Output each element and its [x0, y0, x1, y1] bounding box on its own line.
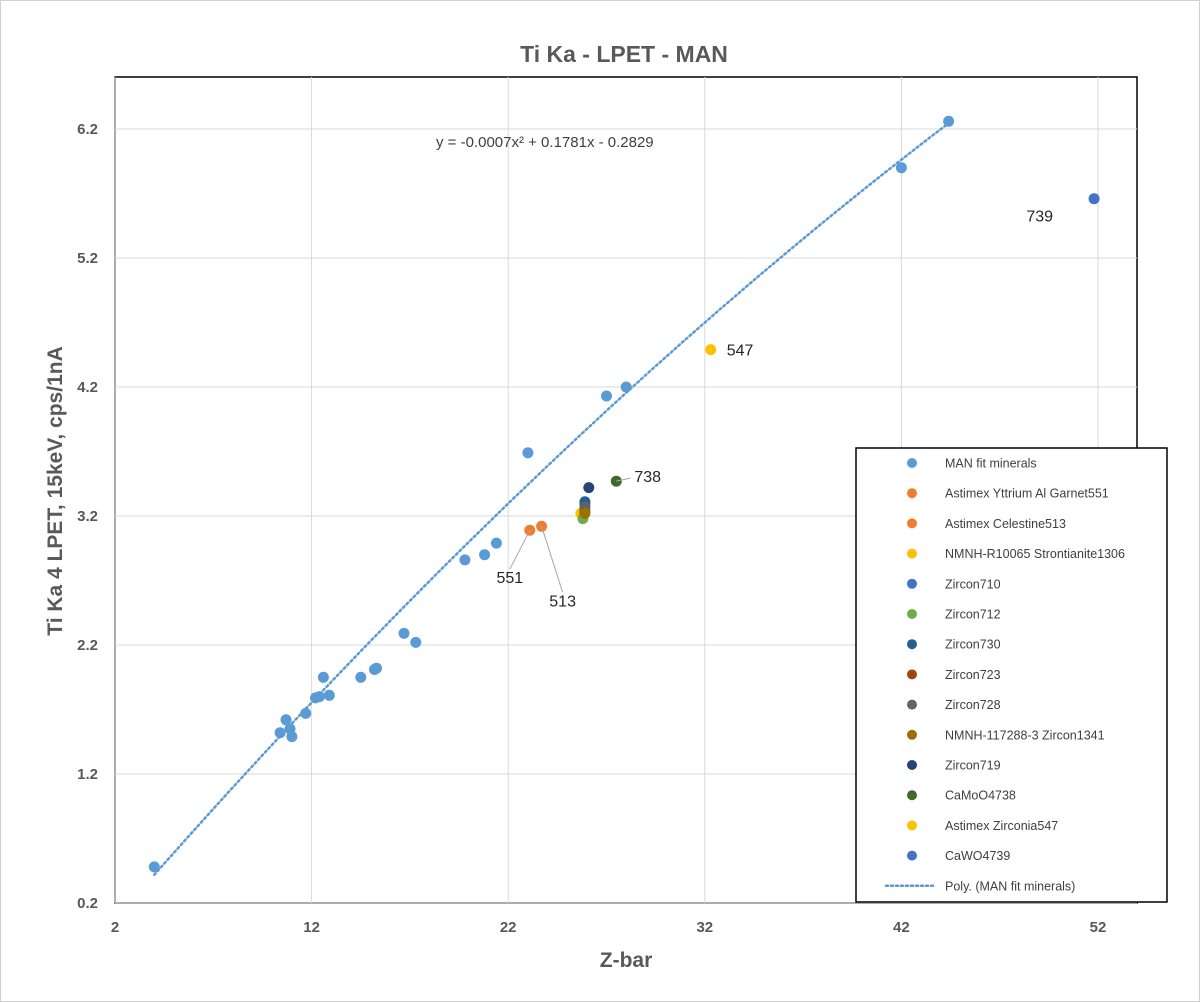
- data-point: [579, 507, 591, 519]
- data-point: [314, 691, 325, 703]
- trendline: [153, 121, 950, 877]
- y-tick-label: 4.2: [77, 379, 98, 396]
- legend-marker: [907, 518, 917, 529]
- legend-label: Poly. (MAN fit minerals): [945, 879, 1075, 893]
- y-tick-label: 2.2: [77, 637, 98, 654]
- x-tick-label: 42: [893, 919, 910, 936]
- legend-marker: [907, 850, 917, 861]
- legend-label: Zircon730: [945, 638, 1001, 652]
- data-point: [274, 727, 286, 739]
- legend: MAN fit minerals Astimex Yttrium Al Garne…: [884, 457, 1125, 893]
- data-point: [895, 162, 907, 174]
- legend-marker: [907, 669, 917, 680]
- data-point: [410, 636, 422, 648]
- data-point: [323, 689, 335, 701]
- x-axis-label: Z-bar: [600, 949, 653, 972]
- x-tick-label: 12: [303, 919, 320, 936]
- data-point: [371, 662, 382, 674]
- data-points: [148, 115, 1100, 873]
- data-point: [148, 861, 160, 873]
- y-axis-label: Ti Ka 4 LPET, 15keV, cps/1nA: [44, 346, 67, 635]
- data-point: [286, 731, 298, 743]
- annotation-label: 739: [1026, 209, 1053, 226]
- data-point: [1088, 193, 1100, 205]
- x-tick-label: 52: [1090, 919, 1107, 936]
- annotation-leader: [509, 529, 531, 570]
- chart-title: Ti Ka - LPET - MAN: [520, 41, 728, 67]
- legend-marker: [907, 578, 917, 589]
- legend-label: CaWO4739: [945, 849, 1010, 863]
- data-point: [522, 447, 534, 459]
- data-point: [583, 482, 595, 494]
- legend-label: Zircon728: [945, 698, 1001, 712]
- legend-label: Zircon723: [945, 668, 1001, 682]
- y-tick-label: 5.2: [77, 250, 98, 267]
- data-point: [705, 344, 717, 356]
- tick-labels: 2 12 22 32 42 52 0.2 1.2 2.2 3.2 4.2 5.2 6.2: [77, 121, 1106, 936]
- legend-marker: [907, 790, 917, 801]
- data-point: [317, 671, 329, 683]
- legend-label: NMNH-R10065 Strontianite1306: [945, 547, 1125, 561]
- data-point: [398, 627, 410, 639]
- legend-label: Zircon712: [945, 608, 1001, 622]
- legend-marker: [907, 760, 917, 770]
- y-tick-label: 3.2: [77, 508, 98, 525]
- annotation-leader: [616, 477, 631, 482]
- legend-marker: [907, 699, 917, 710]
- annotation-label: 738: [634, 469, 661, 486]
- annotations: 547 739 738 551 513: [496, 209, 1053, 611]
- trendline-group: [153, 121, 950, 877]
- data-point: [355, 671, 367, 683]
- legend-label: Astimex Zirconia547: [945, 819, 1058, 833]
- annotation-label: 513: [549, 593, 576, 610]
- data-point: [300, 707, 312, 719]
- data-point: [459, 554, 471, 566]
- legend-label: Zircon710: [945, 577, 1001, 591]
- legend-marker: [907, 488, 917, 499]
- legend-marker: [907, 548, 917, 559]
- legend-label: Astimex Yttrium Al Garnet551: [945, 487, 1109, 501]
- legend-label: CaMoO4738: [945, 789, 1016, 803]
- legend-marker: [907, 820, 917, 831]
- data-point: [620, 381, 632, 393]
- x-tick-label: 2: [111, 919, 119, 936]
- y-tick-label: 0.2: [77, 895, 98, 912]
- annotation-label: 551: [496, 570, 523, 587]
- legend-label: Astimex Celestine513: [945, 517, 1066, 531]
- legend-marker: [907, 609, 917, 619]
- legend-marker: [907, 729, 917, 740]
- x-tick-label: 32: [696, 919, 713, 936]
- data-point: [280, 714, 292, 726]
- data-point: [536, 520, 548, 532]
- annotation-leader: [541, 526, 564, 593]
- legend-label: Zircon719: [945, 759, 1001, 773]
- legend-label: NMNH-117288-3 Zircon1341: [945, 728, 1105, 742]
- trendline-equation: y = -0.0007x² + 0.1781x - 0.2829: [436, 134, 654, 151]
- y-tick-label: 6.2: [77, 121, 98, 138]
- data-point: [490, 537, 502, 549]
- data-point: [943, 115, 955, 127]
- annotation-label: 547: [727, 343, 754, 360]
- data-point: [601, 390, 612, 402]
- legend-label: MAN fit minerals: [945, 457, 1037, 471]
- y-tick-label: 1.2: [77, 766, 98, 783]
- legend-marker: [907, 639, 917, 650]
- x-tick-label: 22: [500, 919, 517, 936]
- data-point: [479, 549, 491, 561]
- data-point: [610, 475, 622, 487]
- legend-marker: [907, 458, 917, 468]
